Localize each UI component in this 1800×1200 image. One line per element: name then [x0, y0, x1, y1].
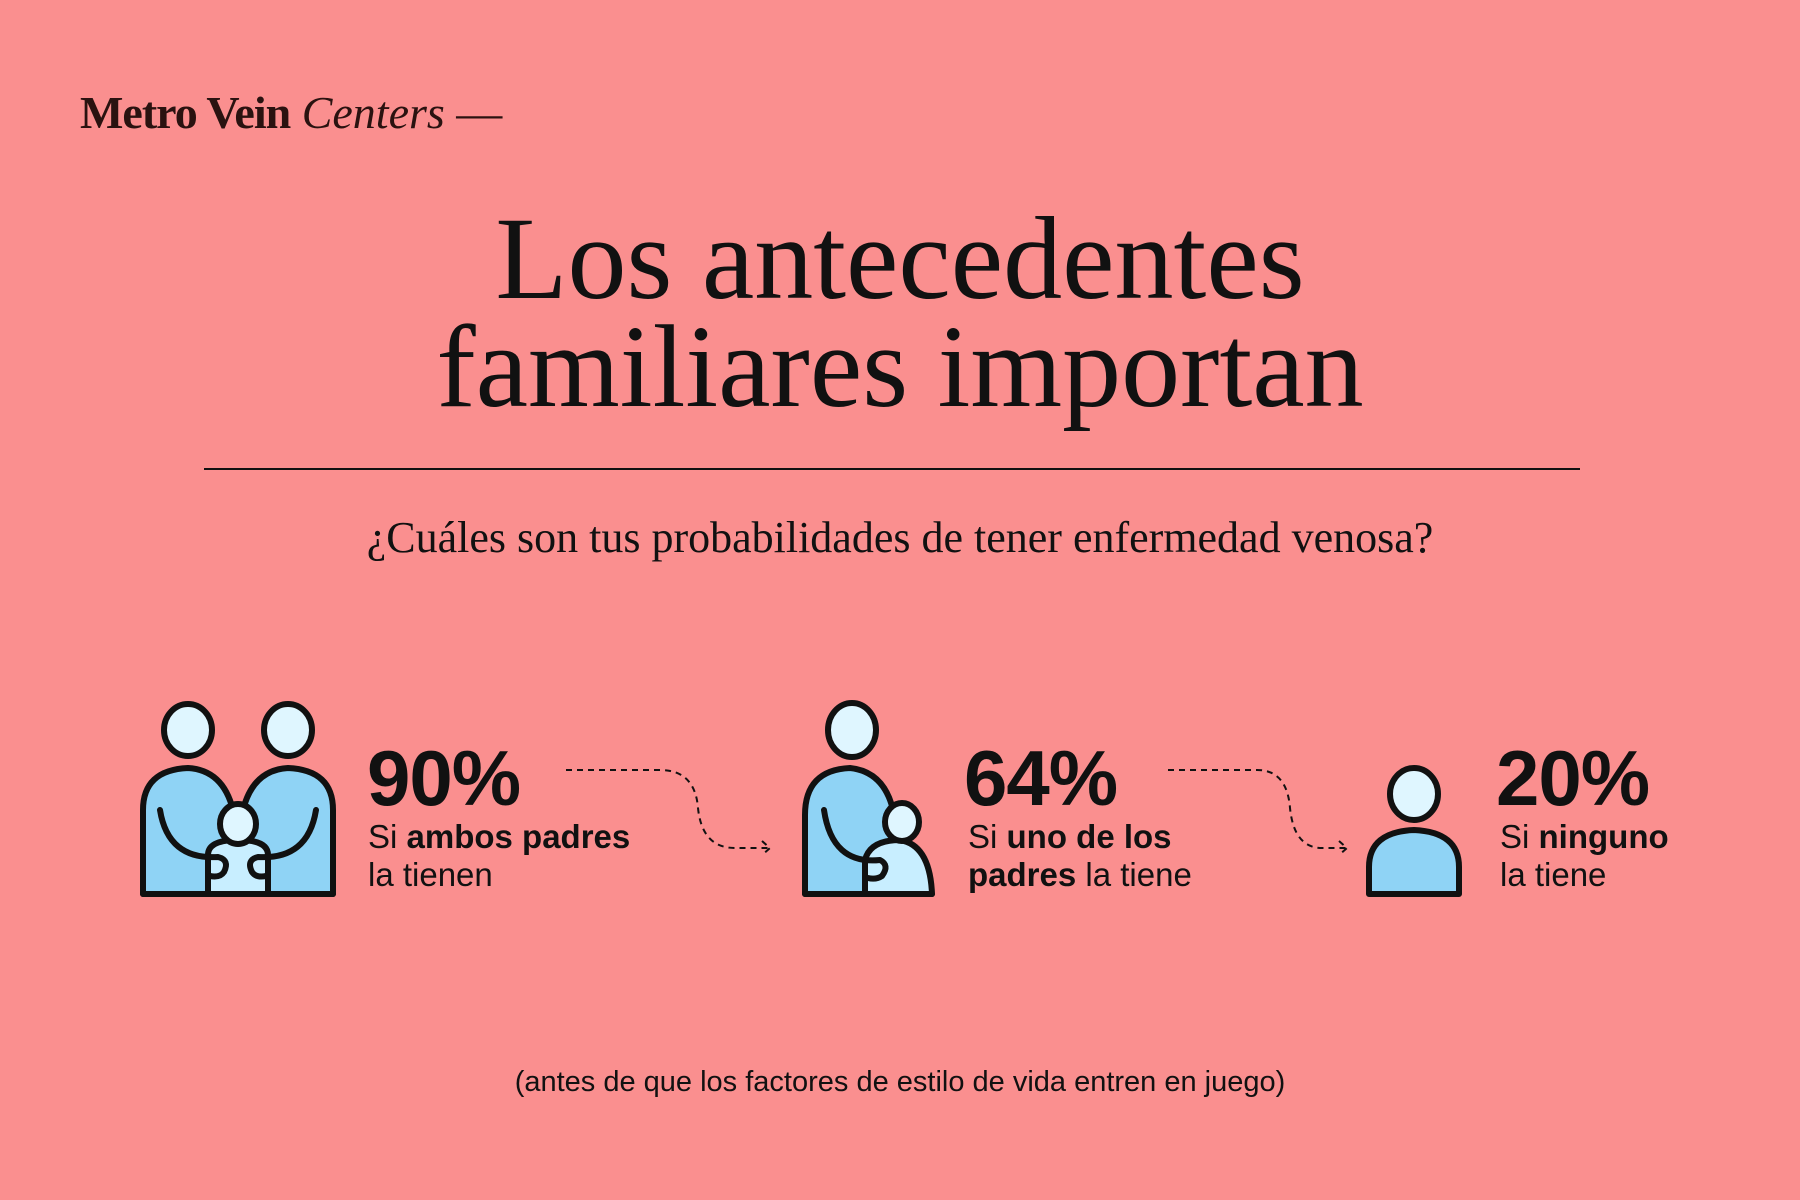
divider — [204, 468, 1580, 470]
subtitle: ¿Cuáles son tus probabilidades de tener … — [366, 513, 1434, 562]
single-person-icon — [1366, 765, 1462, 897]
stat-desc-one: Si uno de los padres la tiene — [968, 818, 1192, 893]
footnote: (antes de que los factores de estilo de … — [514, 1066, 1286, 1098]
two-parents-child-icon — [140, 701, 336, 897]
title-line-1: Los antecedentes — [495, 193, 1305, 324]
stat-percent-both: 90% — [367, 734, 521, 822]
brand-logo: Metro Vein Centers — — [80, 87, 503, 138]
stat-desc-both: Si ambos padres la tienen — [368, 818, 631, 893]
page-title: Los antecedentes familiares importan — [0, 193, 1800, 432]
title-line-2: familiares importan — [436, 301, 1364, 432]
stat-percent-none: 20% — [1496, 734, 1650, 822]
one-parent-child-icon — [802, 700, 935, 897]
dashed-arrow-1 — [566, 769, 772, 856]
stat-percent-one: 64% — [964, 734, 1118, 822]
stat-desc-none: Si ninguno la tiene — [1500, 818, 1669, 893]
dashed-arrow-2 — [1168, 769, 1349, 856]
